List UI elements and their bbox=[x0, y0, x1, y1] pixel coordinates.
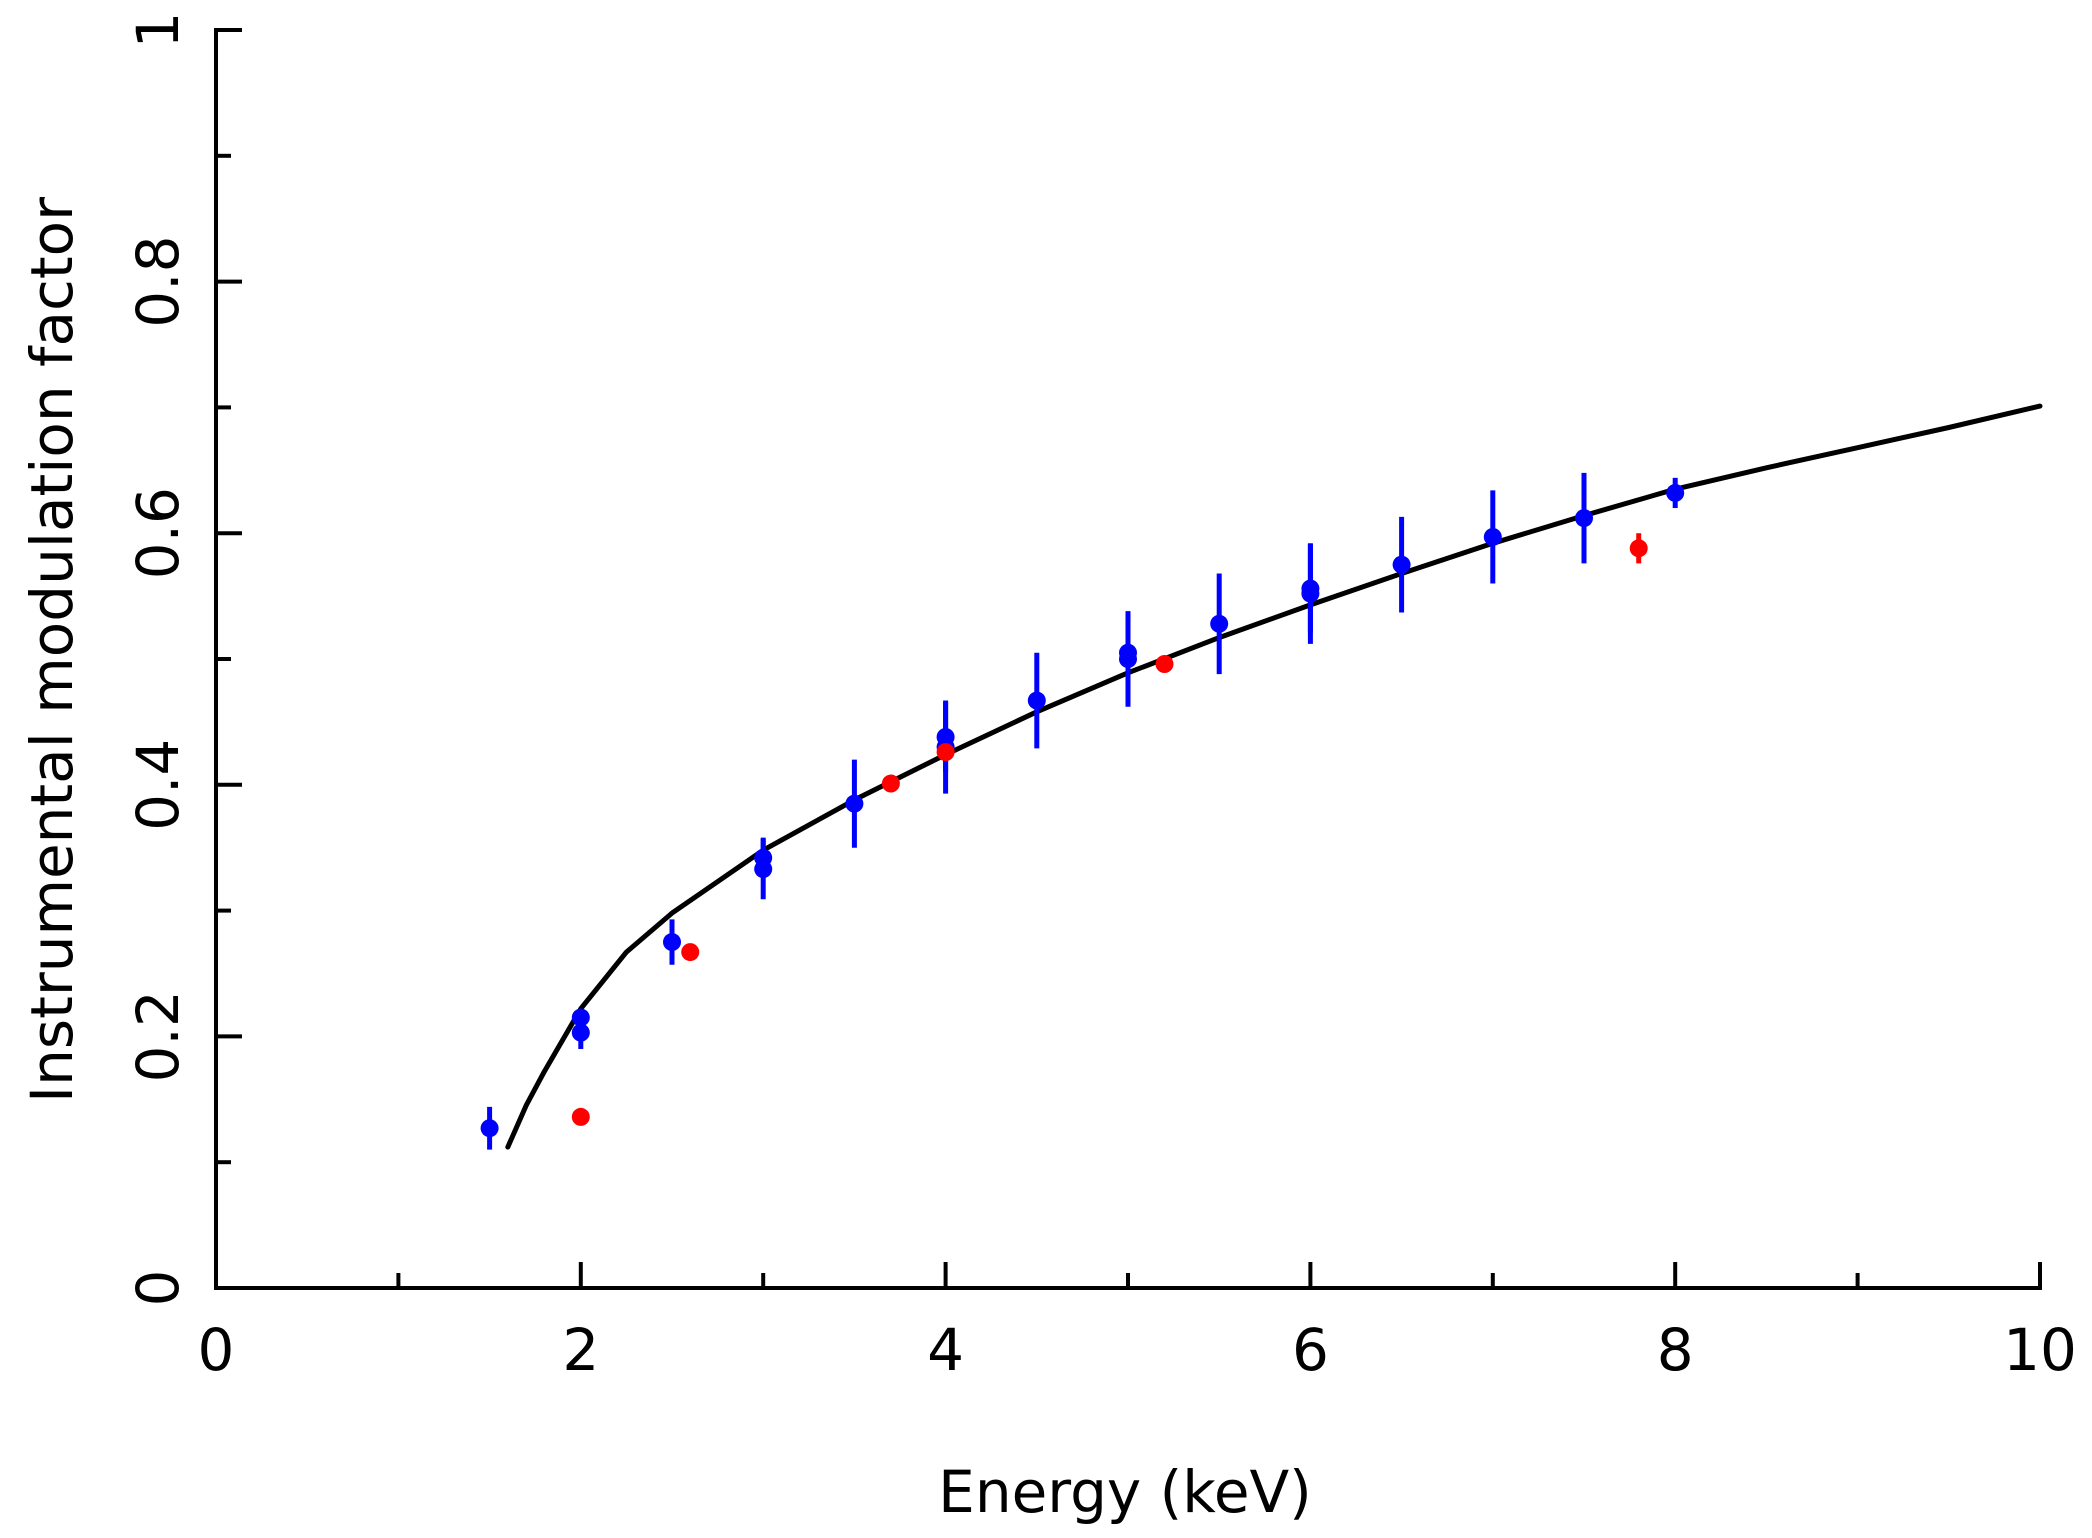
red-data-point bbox=[681, 943, 700, 962]
blue-data-point bbox=[1483, 527, 1502, 546]
blue-data-point bbox=[1392, 555, 1411, 574]
y-tick-label: 0.6 bbox=[124, 487, 192, 579]
blue-data-point bbox=[1575, 509, 1593, 528]
red-data-point bbox=[1155, 655, 1174, 674]
fit-curve-line bbox=[505, 403, 2043, 1150]
blue-data-point bbox=[663, 933, 681, 952]
red-data-point bbox=[571, 1107, 590, 1126]
fit-curve-layer bbox=[505, 403, 2043, 1150]
y-tick-label: 0.2 bbox=[124, 990, 192, 1082]
x-axis-ticks: 0 2 4 6 8 10 bbox=[198, 1262, 2077, 1384]
y-tick-label: 0.4 bbox=[124, 739, 192, 831]
x-tick-label: 10 bbox=[2003, 1316, 2077, 1384]
blue-data-point bbox=[1119, 650, 1137, 668]
blue-data-point bbox=[1027, 691, 1046, 710]
x-tick-label: 4 bbox=[927, 1316, 964, 1384]
blue-data-point bbox=[480, 1119, 499, 1138]
y-tick-label: 0.8 bbox=[124, 235, 192, 327]
x-tick-label: 2 bbox=[562, 1316, 599, 1384]
y-axis-title: Instrumental modulation factor bbox=[18, 197, 86, 1103]
blue-data-point bbox=[1210, 614, 1229, 633]
red-data-point bbox=[881, 774, 900, 793]
blue-data-point bbox=[1666, 483, 1685, 502]
y-axis-ticks: 0 0.2 0.4 0.6 0.8 1 bbox=[124, 12, 242, 1307]
x-tick-label: 8 bbox=[1657, 1316, 1694, 1384]
blue-data-point bbox=[845, 794, 864, 813]
x-tick-label: 6 bbox=[1292, 1316, 1329, 1384]
blue-data-point bbox=[1301, 584, 1320, 603]
y-tick-label: 0 bbox=[124, 1270, 192, 1307]
x-tick-label: 0 bbox=[198, 1316, 235, 1384]
y-tick-label: 1 bbox=[124, 12, 192, 49]
red-data-point bbox=[936, 743, 955, 762]
blue-data-point bbox=[571, 1023, 590, 1042]
red-data-point bbox=[1629, 539, 1648, 558]
data-points-layer bbox=[480, 472, 1685, 1150]
x-axis-title: Energy (keV) bbox=[938, 1458, 1312, 1526]
blue-data-point bbox=[754, 860, 773, 879]
